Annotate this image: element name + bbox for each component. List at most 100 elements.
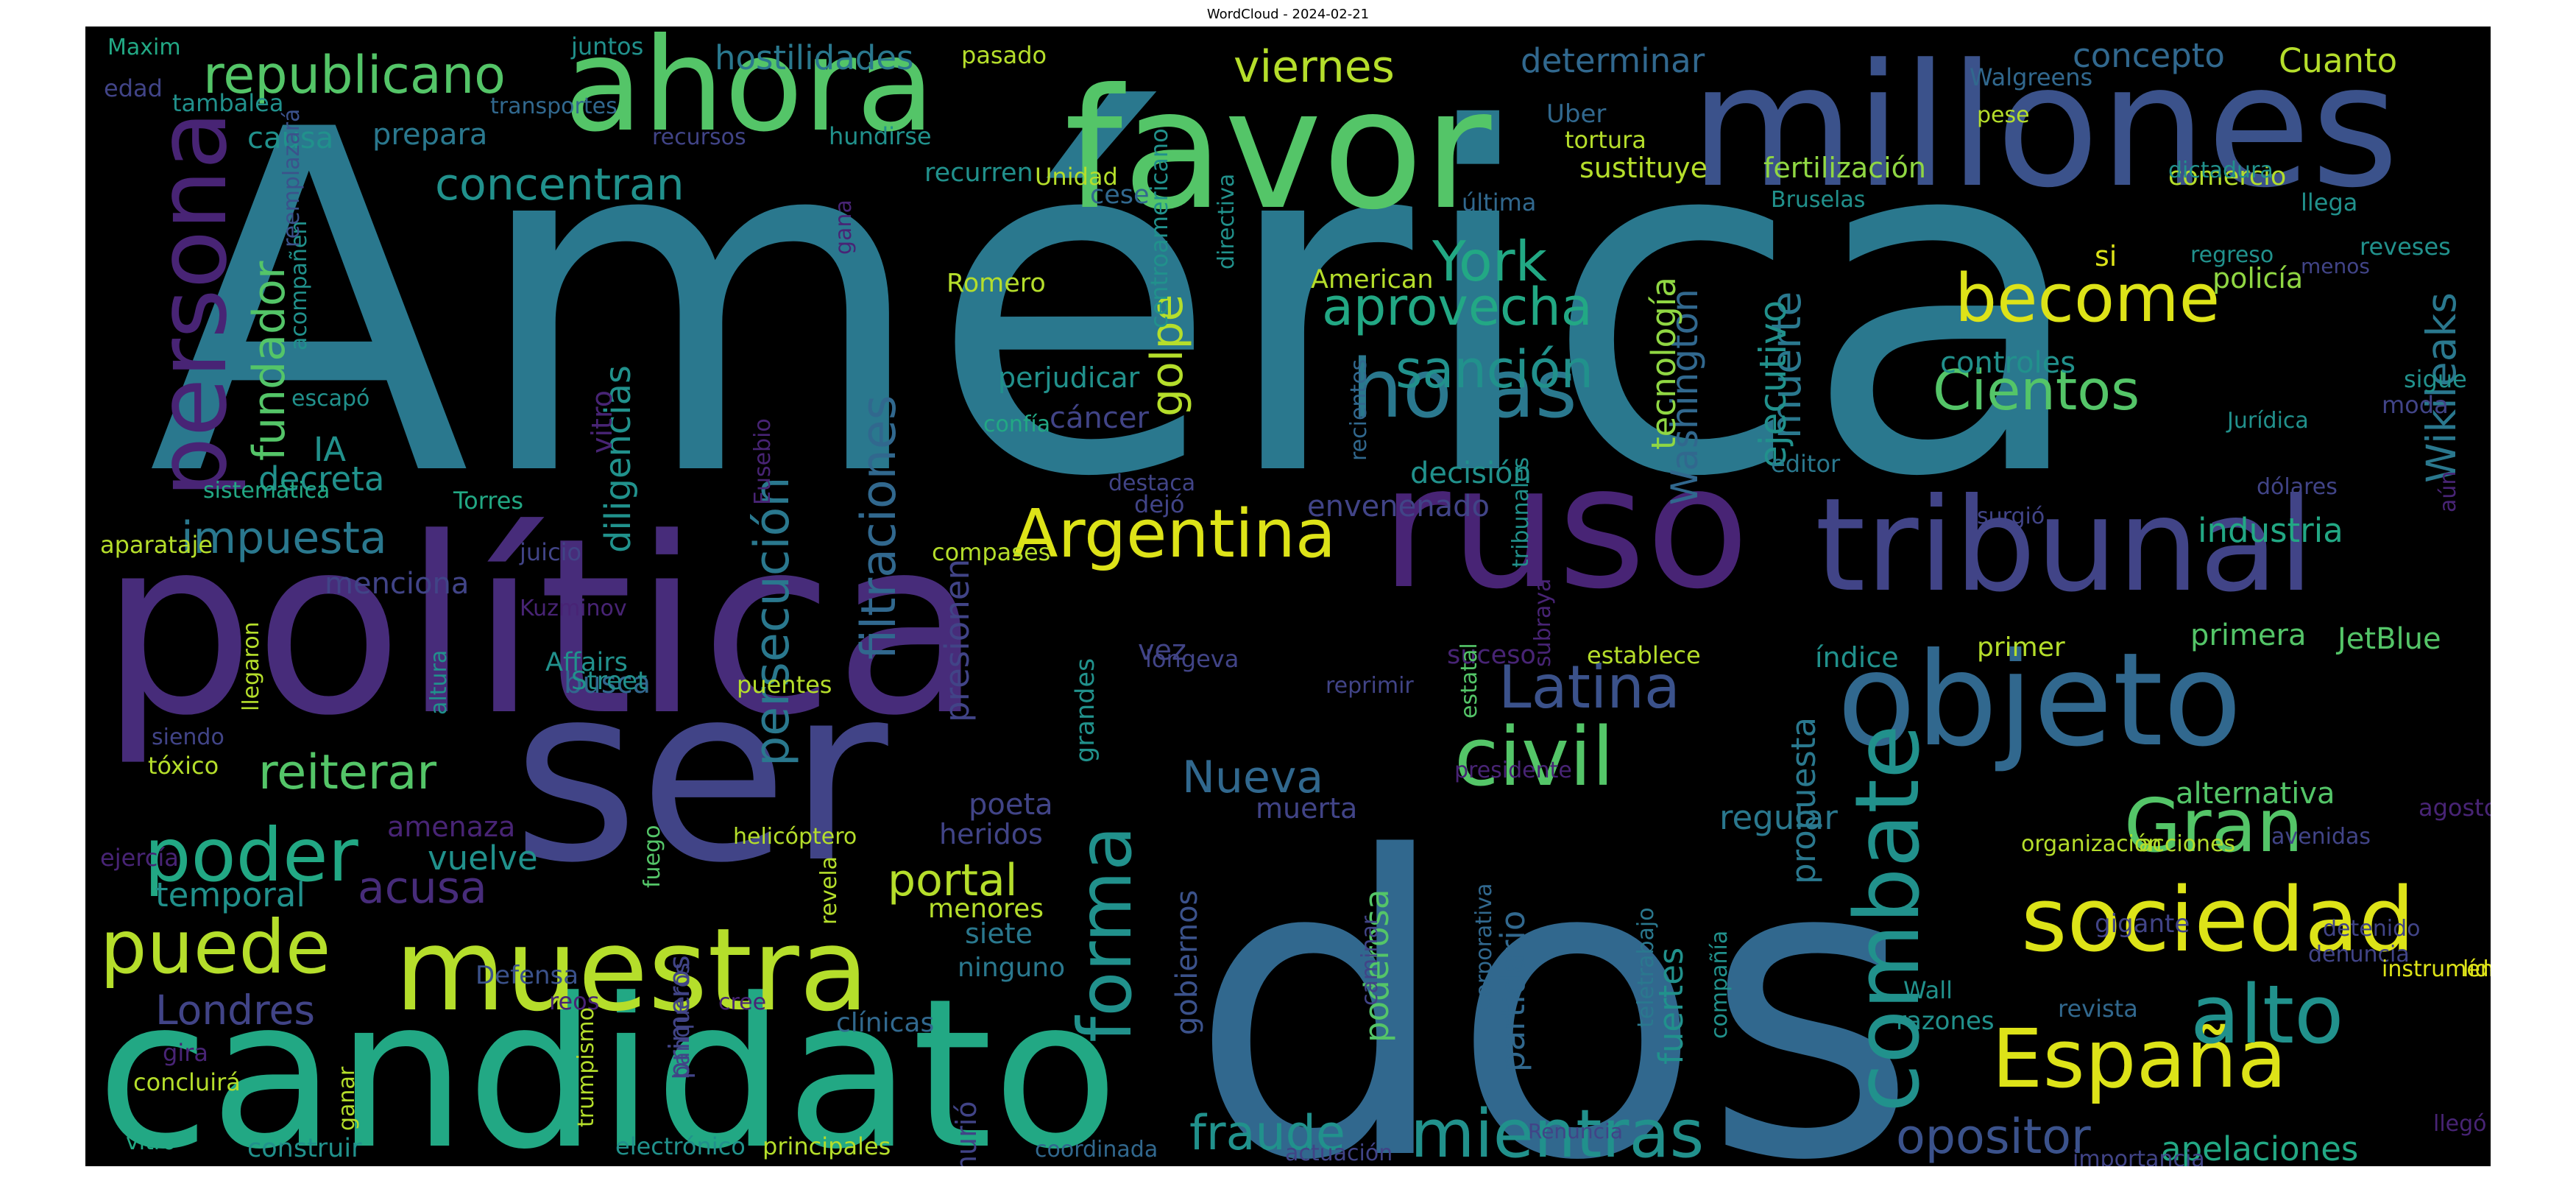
- cloud-word: tambalea: [172, 89, 283, 117]
- cloud-word: mientras: [1410, 1096, 1704, 1166]
- cloud-word: combate: [1837, 724, 1939, 1112]
- cloud-word: gigante: [2095, 909, 2190, 939]
- cloud-word: forma: [1062, 826, 1148, 1043]
- cloud-word: sociedad: [2021, 870, 2415, 972]
- cloud-word: última: [1462, 188, 1536, 216]
- cloud-word: juicio: [519, 538, 581, 566]
- cloud-word: Argentina: [1013, 495, 1336, 573]
- cloud-word: gira: [163, 1039, 208, 1067]
- cloud-word: impuesta: [181, 512, 387, 564]
- cloud-word: alternativa: [2176, 777, 2335, 811]
- cloud-word: compases: [932, 538, 1050, 566]
- cloud-word: partidario: [1493, 911, 1532, 1072]
- cloud-word: política: [100, 486, 983, 769]
- cloud-word: directiva: [1214, 174, 1239, 269]
- cloud-word: actuación: [1285, 1140, 1393, 1166]
- cloud-word: aún: [2435, 471, 2461, 512]
- cloud-word: aparataje: [100, 531, 213, 559]
- cloud-word: fuego: [640, 825, 665, 888]
- cloud-word: apelaciones: [2161, 1129, 2358, 1166]
- cloud-word: revela: [816, 856, 842, 925]
- cloud-word: ser: [512, 633, 891, 916]
- cloud-word: busca: [564, 666, 651, 700]
- cloud-word: Renuncia: [1528, 1119, 1623, 1143]
- cloud-word: Unidad: [1035, 163, 1118, 191]
- cloud-word: corporativa: [1471, 883, 1497, 1009]
- cloud-word: fraude: [1189, 1106, 1345, 1161]
- cloud-word: propuesta: [1784, 717, 1823, 884]
- cloud-word: objeto: [1837, 626, 2242, 775]
- cloud-word: cese: [1090, 180, 1150, 210]
- cloud-background: [85, 27, 2491, 1166]
- cloud-word: sustituye: [1579, 152, 1708, 184]
- cloud-word: altura: [426, 650, 452, 715]
- cloud-word: avenidas: [2271, 824, 2371, 850]
- cloud-word: decisión: [1410, 456, 1532, 490]
- cloud-word: ruso: [1381, 430, 1749, 627]
- cloud-word: Uber: [1546, 99, 1606, 129]
- cloud-word: dictadura: [2168, 158, 2274, 183]
- cloud-word: Londres: [155, 987, 315, 1034]
- cloud-word: determinar: [1521, 41, 1705, 80]
- cloud-word: concepto: [2073, 36, 2225, 75]
- cloud-word: instrumentalización: [2382, 956, 2491, 982]
- cloud-word: IA: [314, 430, 346, 469]
- cloud-word: comercio: [2168, 162, 2286, 191]
- cloud-word: Street: [571, 666, 647, 696]
- cloud-word: concluirá: [133, 1068, 241, 1096]
- cloud-word: subraya: [1530, 578, 1556, 667]
- cloud-word: Cuanto: [2279, 41, 2397, 80]
- cloud-word: persecución: [745, 476, 800, 766]
- cloud-word: denuncia: [2308, 942, 2410, 967]
- cloud-word: reiterar: [258, 745, 436, 800]
- cloud-word: ejecutivo: [1752, 300, 1794, 468]
- cloud-word: detenido: [2323, 916, 2420, 942]
- cloud-word: importancia: [2073, 1146, 2205, 1166]
- cloud-word: portal: [888, 855, 1017, 906]
- cloud-word: moda: [2382, 391, 2449, 419]
- cloud-word: tribunales: [1508, 457, 1534, 568]
- cloud-word: reemplazará: [279, 109, 305, 247]
- cloud-word: reos: [549, 987, 599, 1015]
- cloud-word: Romero: [946, 269, 1046, 298]
- cloud-word: prepara: [372, 118, 487, 152]
- cloud-word: decreta: [258, 459, 384, 498]
- cloud-word: controles: [1940, 346, 2076, 380]
- cloud-word: primera: [2190, 618, 2306, 652]
- cloud-word: American: [1311, 265, 1434, 294]
- cloud-word: dólares: [2257, 474, 2338, 500]
- cloud-word: aprovecha: [1322, 277, 1593, 337]
- cloud-word: York: [1432, 229, 1548, 294]
- cloud-word: vitro: [586, 390, 618, 454]
- cloud-word: Latina: [1498, 653, 1680, 722]
- cloud-word: primer: [1977, 632, 2065, 663]
- cloud-word: vuelve: [428, 839, 538, 878]
- cloud-word: fundador: [244, 261, 295, 461]
- cloud-word: Eusebio: [750, 418, 776, 505]
- cloud-word: reprimir: [1326, 673, 1414, 699]
- cloud-word: fertilización: [1763, 152, 1926, 184]
- cloud-word: transportes: [490, 94, 618, 119]
- cloud-word: teletrabajo: [1633, 907, 1659, 1028]
- cloud-word: Walgreens: [1970, 63, 2092, 91]
- cloud-word: hostilidades: [715, 38, 913, 77]
- cloud-word: España: [1992, 1012, 2287, 1106]
- cloud-word: llega: [2301, 188, 2357, 216]
- cloud-word: índice: [1815, 641, 1899, 674]
- cloud-word: dos: [1189, 771, 1918, 1166]
- cloud-word: pasado: [961, 41, 1047, 69]
- cloud-word: ganar: [334, 1066, 360, 1131]
- cloud-word: razones: [1896, 1006, 1995, 1036]
- cloud-word: policía: [2212, 262, 2303, 294]
- cloud-word: Kuzminov: [520, 596, 627, 621]
- cloud-word: millones: [1690, 29, 2399, 225]
- cloud-word: suceso: [1447, 641, 1536, 670]
- cloud-word: electrónico: [615, 1132, 746, 1160]
- cloud-word: establece: [1587, 641, 1701, 669]
- cloud-word: become: [1955, 260, 2220, 337]
- cloud-word: reveses: [2360, 233, 2451, 261]
- cloud-word: recientes: [1346, 359, 1372, 461]
- cloud-word: acusa: [358, 862, 487, 914]
- cloud-word: opositor: [1896, 1110, 2091, 1165]
- cloud-word: muestra: [394, 903, 869, 1037]
